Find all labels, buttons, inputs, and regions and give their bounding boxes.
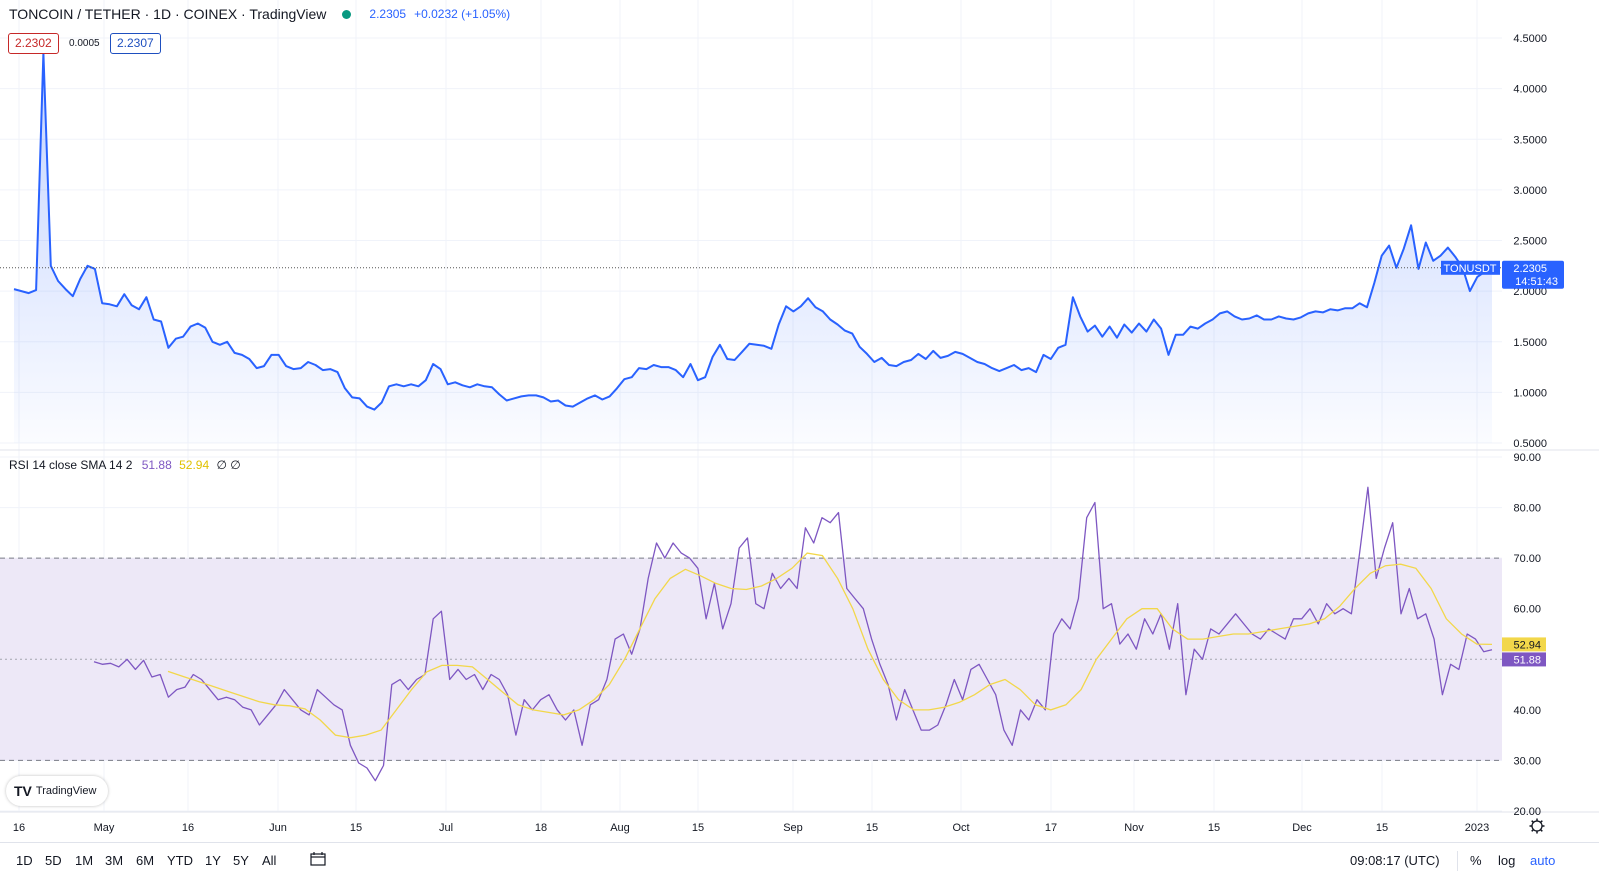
range-1d-button[interactable]: 1D: [16, 853, 33, 868]
time-axis-label: 18: [535, 822, 547, 834]
price-axis-label: 1.5000: [1513, 337, 1547, 349]
rsi-legend-value: 51.88: [141, 458, 172, 472]
symbol-title[interactable]: TONCOIN / TETHER · 1D · COINEX · Trading…: [9, 6, 327, 22]
range-1m-button[interactable]: 1M: [75, 853, 94, 868]
rsi-legend-extra: ∅ ∅: [216, 458, 241, 472]
time-axis-label: 15: [1376, 822, 1388, 834]
tradingview-logo[interactable]: TV TradingView: [6, 776, 108, 806]
price-axis-label: 1.0000: [1513, 387, 1547, 399]
toolbar-divider: [1457, 851, 1458, 871]
bid-button[interactable]: 2.2302: [8, 33, 59, 54]
chart-canvas[interactable]: 4.5000 4.0000 3.5000 3.0000 2.5000 2.0000 1.50…: [0, 0, 1599, 842]
price-axis-label: 0.5000: [1513, 438, 1547, 450]
symbol-header: TONCOIN / TETHER · 1D · COINEX · Trading…: [9, 6, 510, 22]
price-axis-tag-value: 2.2305: [1513, 263, 1547, 275]
tradingview-mark-icon: TV: [14, 783, 32, 799]
rsi-axis-label: 90.00: [1513, 452, 1541, 464]
auto-scale-button[interactable]: auto: [1530, 853, 1556, 868]
range-all-button[interactable]: All: [262, 853, 277, 868]
range-1y-button[interactable]: 1Y: [205, 853, 221, 868]
rsi-axis-label: 70.00: [1513, 553, 1541, 565]
rsi-axis-label: 30.00: [1513, 755, 1541, 767]
utc-clock[interactable]: 09:08:17 (UTC): [1350, 853, 1440, 868]
percent-scale-button[interactable]: %: [1470, 853, 1482, 868]
sma-axis-tag: [1502, 637, 1546, 652]
settings-gear-tooth: [1531, 829, 1534, 832]
tradingview-logo-text: TradingView: [35, 785, 97, 797]
time-axis-label: Nov: [1124, 822, 1144, 834]
settings-gear-ring: [1531, 820, 1543, 832]
price-axis-tag: [1502, 260, 1564, 289]
time-axis-label: 15: [692, 822, 704, 834]
sma-axis-tag-value: 52.94: [1513, 639, 1541, 651]
range-5d-button[interactable]: 5D: [45, 853, 62, 868]
time-axis-label: 2023: [1465, 822, 1489, 834]
rsi-axis-tag-value: 51.88: [1513, 654, 1541, 666]
rsi-line: [93, 486, 1493, 782]
sma-legend-value: 52.94: [179, 458, 210, 472]
time-axis-label: May: [94, 822, 115, 834]
settings-gear-tooth: [1531, 820, 1534, 823]
time-axis-label: 16: [13, 822, 25, 834]
time-axis-label: 16: [182, 822, 194, 834]
range-5y-button[interactable]: 5Y: [233, 853, 249, 868]
ticker-tag-label: TONUSDT: [1444, 263, 1497, 275]
price-axis-label: 2.0000: [1513, 286, 1547, 298]
range-ytd-button[interactable]: YTD: [167, 853, 193, 868]
price-line: [13, 52, 1493, 411]
bottom-toolbar: 1D 5D 1M 3M 6M YTD 1Y 5Y All 09:08:17 (U…: [0, 842, 1599, 893]
rsi-axis-label: 40.00: [1513, 705, 1541, 717]
spread-value: 0.0005: [69, 38, 100, 49]
price-axis-label: 4.5000: [1513, 33, 1547, 45]
settings-gear-tooth: [1540, 829, 1543, 832]
rsi-legend[interactable]: RSI 14 close SMA 14 2 51.88 52.94 ∅ ∅: [9, 458, 241, 472]
time-axis-label: Oct: [952, 822, 969, 834]
price-axis-label: 2.5000: [1513, 236, 1547, 248]
rsi-axis-tag: [1502, 652, 1546, 667]
bar-countdown: 14:51:43: [1515, 276, 1558, 288]
settings-gear-tooth: [1540, 820, 1543, 823]
time-axis-label: Dec: [1292, 822, 1312, 834]
settings-icon[interactable]: [1529, 818, 1545, 834]
market-status-icon: [342, 9, 352, 19]
price-axis-label: 4.0000: [1513, 84, 1547, 96]
price-axis-label: 3.5000: [1513, 134, 1547, 146]
price-area-fill: [14, 53, 1492, 443]
time-axis-label: 15: [866, 822, 878, 834]
time-axis-label: Jun: [269, 822, 287, 834]
range-6m-button[interactable]: 6M: [136, 853, 155, 868]
time-axis-label: Aug: [610, 822, 630, 834]
last-price: 2.2305: [369, 7, 407, 21]
calendar-icon[interactable]: [310, 852, 326, 866]
range-3m-button[interactable]: 3M: [105, 853, 124, 868]
rsi-legend-name: RSI 14 close SMA 14 2: [9, 458, 133, 472]
rsi-axis-label: 80.00: [1513, 503, 1541, 515]
rsi-sma-line: [167, 552, 1493, 739]
rsi-axis-label: 60.00: [1513, 604, 1541, 616]
price-change: +0.0232 (+1.05%): [414, 7, 511, 21]
log-scale-button[interactable]: log: [1498, 853, 1516, 868]
time-axis-label: Jul: [439, 822, 453, 834]
time-axis-label: Sep: [783, 822, 803, 834]
time-axis-label: 17: [1045, 822, 1057, 834]
rsi-axis-label: 20.00: [1513, 806, 1541, 818]
ask-button[interactable]: 2.2307: [110, 33, 161, 54]
time-axis-label: 15: [350, 822, 362, 834]
ticker-tag: [1441, 260, 1500, 275]
time-axis-label: 15: [1208, 822, 1220, 834]
price-axis-label: 3.0000: [1513, 185, 1547, 197]
